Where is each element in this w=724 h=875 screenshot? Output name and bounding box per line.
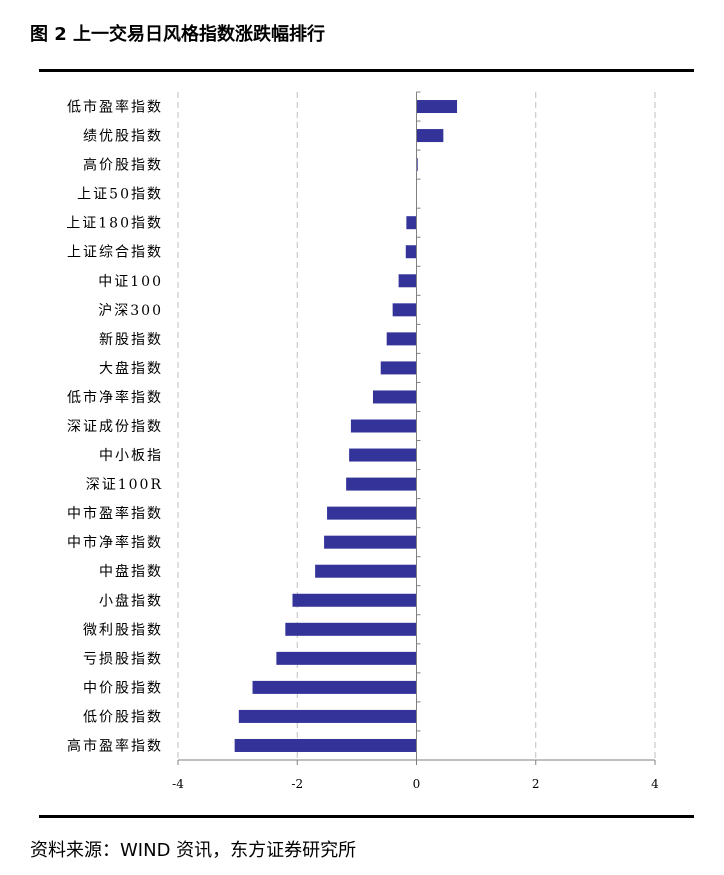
bar-2: [416, 158, 418, 172]
category-label-9: 大盘指数: [99, 360, 163, 377]
top-rule: [39, 69, 694, 72]
category-label-14: 中市盈率指数: [67, 505, 163, 522]
category-label-8: 新股指数: [99, 332, 163, 348]
bar-4: [406, 216, 417, 230]
x-tick-label-2: 0: [413, 777, 421, 791]
category-label-17: 小盘指数: [99, 592, 163, 609]
category-label-6: 中证100: [98, 274, 163, 290]
category-label-4: 上证180指数: [66, 216, 163, 232]
bar-12: [349, 448, 417, 462]
bar-9: [380, 361, 417, 375]
source-note: 资料来源：WIND 资讯，东方证券研究所: [30, 840, 357, 861]
bar-21: [238, 709, 417, 723]
bar-10: [372, 390, 417, 404]
category-label-0: 低市盈率指数: [67, 99, 163, 116]
category-label-3: 上证50指数: [77, 187, 163, 203]
category-label-18: 微利股指数: [83, 622, 163, 638]
bar-19: [276, 651, 417, 665]
bars: [234, 100, 458, 752]
category-label-2: 高价股指数: [83, 157, 163, 174]
category-label-11: 深证成份指数: [67, 419, 163, 435]
bar-6: [398, 274, 417, 288]
bar-14: [327, 506, 417, 520]
category-label-15: 中市净率指数: [67, 534, 163, 551]
category-label-10: 低市净率指数: [67, 389, 163, 406]
x-tick-label-4: 4: [651, 777, 659, 791]
bar-20: [252, 680, 417, 694]
category-label-20: 中价股指数: [83, 680, 163, 696]
bottom-rule: [39, 815, 694, 818]
category-label-7: 沪深300: [98, 303, 163, 319]
bar-7: [392, 303, 417, 317]
bar-5: [405, 245, 417, 259]
bar-16: [315, 564, 417, 578]
bar-0: [416, 100, 458, 114]
x-tick-label-1: -2: [291, 777, 303, 791]
grid-lines: [177, 92, 656, 760]
bar-17: [292, 593, 417, 607]
bar-18: [285, 622, 417, 636]
bar-11: [350, 419, 417, 433]
bar-22: [234, 738, 417, 752]
category-label-19: 亏损股指数: [83, 651, 163, 667]
category-label-12: 中小板指: [99, 448, 163, 464]
x-tick-label-3: 2: [532, 777, 540, 791]
category-labels: 低市盈率指数绩优股指数高价股指数上证50指数上证180指数上证综合指数中证100…: [66, 99, 163, 755]
bar-8: [386, 332, 417, 346]
category-label-5: 上证综合指数: [67, 245, 163, 261]
axes: [177, 91, 656, 765]
tick-labels: -4 -2 0 2 4: [172, 777, 659, 791]
category-label-22: 高市盈率指数: [67, 737, 163, 754]
bar-13: [346, 477, 417, 491]
bar-15: [324, 535, 417, 549]
category-label-1: 绩优股指数: [83, 129, 163, 145]
category-label-16: 中盘指数: [99, 563, 163, 580]
category-label-13: 深证100R: [86, 477, 163, 493]
category-label-21: 低价股指数: [83, 709, 163, 725]
x-tick-label-0: -4: [172, 777, 184, 791]
bar-1: [416, 129, 444, 143]
figure-title: 图 2 上一交易日风格指数涨跌幅排行: [30, 24, 326, 45]
